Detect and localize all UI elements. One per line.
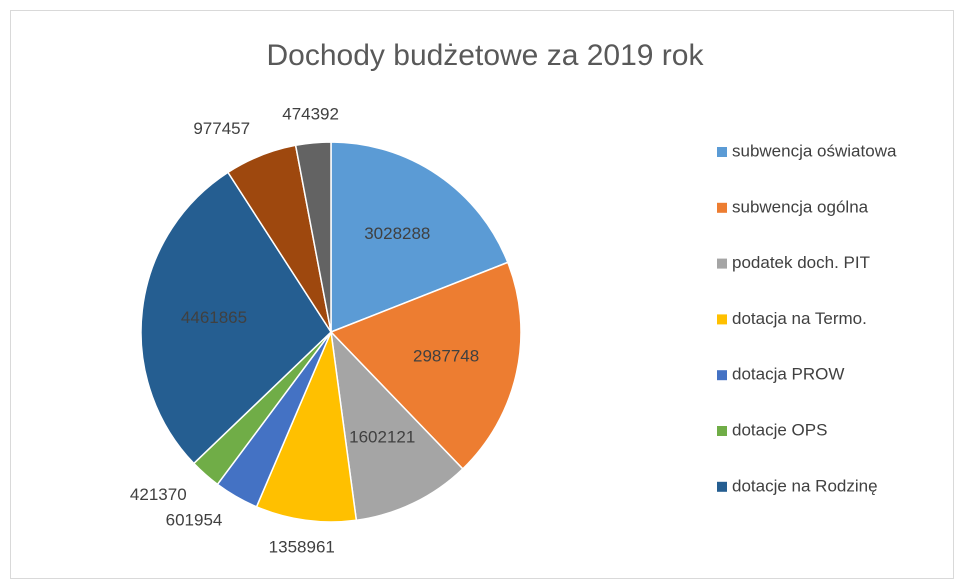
legend-label: subwencja ogólna [732,197,869,216]
legend-label: subwencja oświatowa [732,141,897,160]
chart-title: Dochody budżetowe za 2019 rok [267,39,705,72]
data-label: 421370 [130,485,187,504]
pie-slice [140,171,332,465]
legend-swatch [717,481,727,492]
legend-swatch [717,314,727,325]
pie-slice [329,329,464,522]
pie-slice [294,141,332,333]
legend-label: dotacje OPS [732,420,827,439]
data-label: 474392 [282,104,339,123]
legend-label: dotacje na Rodzinę [732,476,878,495]
legend-label: dotacja na Termo. [732,309,867,328]
legend-label: dotacja PROW [732,365,844,384]
legend-swatch [717,258,727,269]
legend-swatch [717,202,727,213]
legend-swatch [717,370,727,381]
legend-swatch [717,147,727,157]
data-label: 977457 [193,119,250,138]
pie-slice [255,329,358,523]
data-label: 1602121 [349,428,415,447]
data-label: 3028288 [364,224,430,243]
data-label: 1358961 [269,538,335,557]
pie-slice [329,261,522,470]
data-label: 2987748 [413,347,479,366]
data-label: 601954 [166,510,223,529]
legend-swatch [717,426,727,436]
data-label: 4461865 [181,308,247,327]
pie-slice [330,141,509,334]
legend-label: podatek doch. PIT [732,253,870,272]
